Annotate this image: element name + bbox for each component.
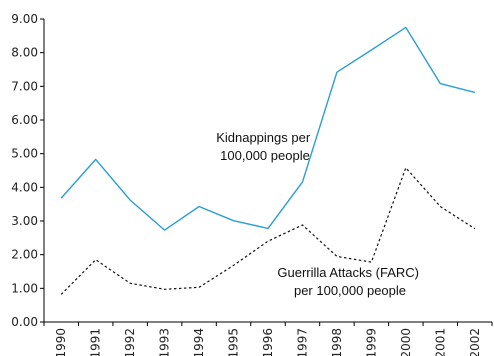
x-tick-label: 1998 — [330, 328, 344, 356]
x-tick-label: 1994 — [192, 328, 206, 356]
x-tick-label: 1999 — [364, 328, 378, 356]
y-tick-label: 8.00 — [11, 46, 38, 60]
x-tick-label: 1992 — [123, 328, 137, 356]
y-tick-labels: 0.00 1.00 2.00 3.00 4.00 5.00 6.00 7.00 8.00 9.00 — [11, 12, 38, 329]
guerrilla-attacks-line — [60, 167, 476, 295]
x-tick-labels: 1990 1991 1992 1993 1994 1995 1996 1997 1998 1999… — [54, 328, 482, 356]
y-tick-label: 5.00 — [11, 147, 38, 161]
guerrilla-annotation: Guerrilla Attacks (FARC) per 100,000 peo… — [277, 265, 422, 298]
kidnappings-annotation-line-2: 100,000 people — [220, 148, 310, 163]
x-tick-label: 2001 — [433, 328, 447, 356]
y-tick-label: 7.00 — [11, 79, 38, 93]
x-tick-label: 1993 — [158, 328, 172, 356]
guerrilla-annotation-line-2: per 100,000 people — [294, 283, 406, 298]
x-tick-label: 2002 — [468, 328, 482, 356]
kidnappings-line — [60, 26, 475, 231]
y-tick-label: 9.00 — [11, 12, 38, 26]
kidnappings-annotation: Kidnappings per 100,000 people — [216, 130, 314, 163]
kidnappings-annotation-line-1: Kidnappings per — [216, 130, 311, 145]
y-tick-label: 2.00 — [11, 248, 38, 262]
x-tick-label: 1996 — [261, 328, 275, 356]
axes — [40, 18, 493, 326]
x-tick-label: 2000 — [399, 328, 413, 356]
y-tick-label: 1.00 — [11, 281, 38, 295]
guerrilla-annotation-line-1: Guerrilla Attacks (FARC) — [277, 265, 419, 280]
series-lines — [60, 26, 476, 295]
x-tick-label: 1997 — [295, 328, 309, 356]
y-tick-label: 3.00 — [11, 214, 38, 228]
x-tick-label: 1991 — [89, 328, 103, 356]
y-tick-label: 0.00 — [11, 315, 38, 329]
y-tick-label: 4.00 — [11, 180, 38, 194]
x-tick-label: 1990 — [54, 328, 68, 356]
x-tick-label: 1995 — [227, 328, 241, 356]
y-tick-label: 6.00 — [11, 113, 38, 127]
